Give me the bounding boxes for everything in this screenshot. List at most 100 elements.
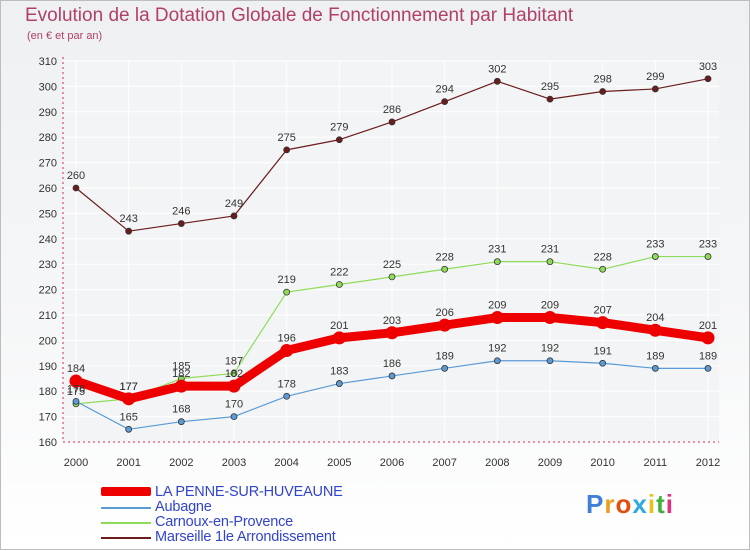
logo-letter: i	[647, 489, 657, 519]
logo-letter: i	[665, 489, 674, 519]
data-point	[335, 136, 343, 144]
data-label: 233	[646, 239, 664, 251]
data-label: 204	[646, 312, 664, 324]
data-point	[441, 98, 449, 106]
plot-area	[63, 61, 719, 442]
data-label: 209	[541, 300, 559, 312]
data-point	[490, 311, 504, 325]
data-label: 206	[435, 307, 453, 319]
data-label: 275	[277, 132, 295, 144]
data-label: 192	[488, 343, 506, 355]
data-label: 246	[172, 206, 190, 218]
data-label: 249	[225, 198, 243, 210]
data-point	[704, 75, 712, 83]
data-point	[493, 357, 501, 365]
data-label: 168	[172, 404, 190, 416]
x-tick-label: 2000	[64, 457, 88, 469]
legend-swatch-aubagne	[101, 507, 151, 509]
data-point	[648, 323, 662, 337]
data-point	[227, 379, 241, 393]
data-point	[599, 265, 607, 273]
data-point	[174, 379, 188, 393]
data-point	[704, 364, 712, 372]
y-tick-label: 210	[39, 310, 57, 322]
y-tick-label: 200	[39, 335, 57, 347]
data-label: 298	[593, 73, 611, 85]
x-tick-label: 2010	[590, 457, 614, 469]
data-point	[385, 326, 399, 340]
data-point	[651, 364, 659, 372]
logo-letter: t	[656, 489, 666, 519]
data-label: 185	[172, 361, 190, 373]
data-label: 176	[67, 383, 85, 395]
data-label: 183	[330, 366, 348, 378]
data-label: 192	[541, 343, 559, 355]
data-point	[177, 418, 185, 426]
chart-title: Evolution de la Dotation Globale de Fonc…	[25, 5, 574, 26]
data-point	[230, 413, 238, 421]
data-point	[230, 370, 238, 377]
data-label: 233	[699, 239, 717, 251]
data-point	[546, 95, 554, 103]
y-tick-label: 280	[39, 132, 57, 144]
data-point	[72, 397, 80, 405]
x-tick-label: 2007	[432, 457, 456, 469]
x-tick-label: 2009	[538, 457, 562, 469]
legend-swatch-carnoux	[101, 522, 151, 524]
y-tick-label: 300	[39, 81, 57, 93]
data-label: 228	[593, 251, 611, 263]
data-label: 203	[383, 315, 401, 327]
data-point	[599, 88, 607, 95]
y-tick-label: 310	[39, 56, 57, 68]
data-label: 279	[330, 122, 348, 134]
y-tick-label: 160	[39, 437, 57, 449]
legend-label-aubagne: Aubagne	[155, 499, 212, 515]
data-label: 302	[488, 63, 506, 75]
y-tick-label: 230	[39, 259, 57, 271]
data-point	[438, 318, 452, 332]
data-label: 177	[119, 381, 137, 393]
data-point	[69, 374, 83, 388]
legend-label-marseille: Marseille 1le Arrondissement	[155, 529, 336, 545]
legend-swatch-la-penne	[101, 487, 151, 496]
y-tick-label: 260	[39, 183, 57, 195]
data-point	[125, 227, 133, 235]
data-label: 201	[699, 320, 717, 332]
data-point	[283, 288, 291, 296]
data-label: 286	[383, 104, 401, 116]
data-label: 207	[593, 305, 611, 317]
data-point	[599, 359, 607, 367]
data-label: 189	[435, 350, 453, 362]
data-point	[332, 331, 346, 345]
data-label: 177	[119, 381, 137, 393]
data-point	[493, 258, 501, 266]
x-tick-label: 2002	[169, 457, 193, 469]
data-point	[546, 357, 554, 365]
data-point	[122, 392, 136, 406]
x-tick-label: 2012	[696, 457, 720, 469]
y-tick-label: 270	[39, 158, 57, 170]
data-label: 231	[541, 244, 559, 256]
data-label: 178	[277, 378, 295, 390]
data-point	[388, 372, 396, 380]
data-label: 243	[119, 213, 137, 225]
data-label: 228	[435, 251, 453, 263]
data-label: 182	[225, 368, 243, 380]
data-point	[546, 258, 554, 266]
data-point	[72, 184, 80, 192]
data-label: 182	[172, 368, 190, 380]
y-tick-label: 180	[39, 386, 57, 398]
logo-letter: x	[632, 489, 648, 519]
data-label: 184	[67, 363, 85, 375]
legend-label-carnoux: Carnoux-en-Provence	[155, 514, 294, 530]
data-label: 299	[646, 71, 664, 83]
data-point	[283, 146, 291, 154]
data-label: 294	[435, 84, 453, 96]
x-tick-label: 2008	[485, 457, 509, 469]
data-label: 191	[593, 345, 611, 357]
data-point	[596, 316, 610, 330]
data-point	[651, 85, 659, 93]
data-point	[441, 265, 449, 273]
y-tick-label: 190	[39, 361, 57, 373]
data-label: 187	[225, 355, 243, 367]
